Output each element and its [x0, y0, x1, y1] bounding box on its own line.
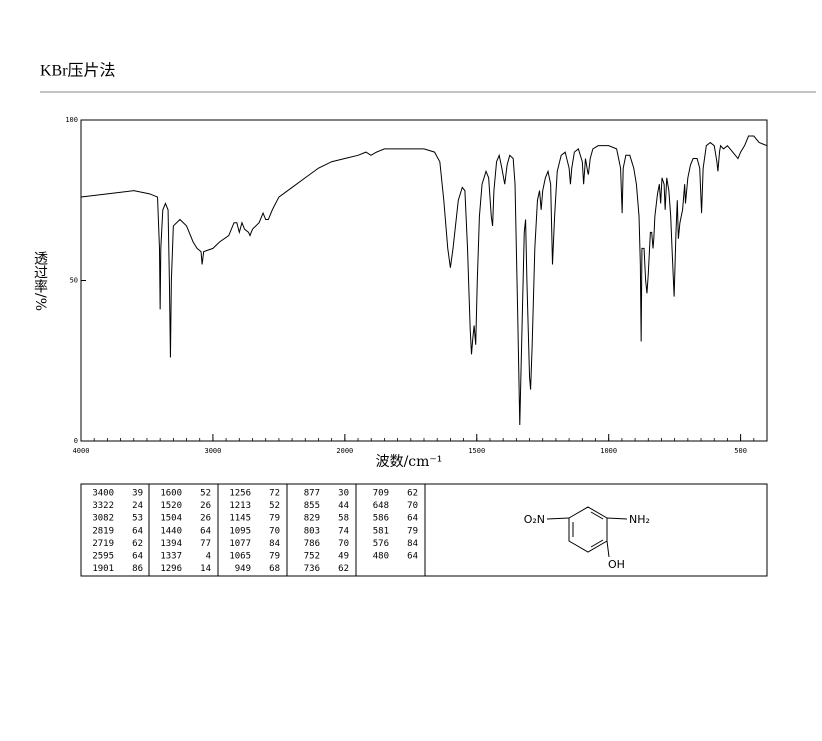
structure-label: NH₂ — [629, 513, 650, 526]
peak-wavenumber: 1095 — [229, 526, 251, 536]
peak-wavenumber: 1600 — [160, 489, 182, 499]
peak-wavenumber: 709 — [373, 489, 389, 499]
peak-wavenumber: 576 — [373, 539, 389, 549]
peak-transmittance: 68 — [269, 564, 280, 574]
peak-transmittance: 64 — [407, 514, 418, 524]
peak-table-frame — [80, 483, 768, 577]
peak-wavenumber: 3322 — [92, 501, 114, 511]
peak-wavenumber: 648 — [373, 501, 389, 511]
peak-wavenumber: 829 — [304, 514, 320, 524]
peak-transmittance: 70 — [407, 501, 418, 511]
peak-wavenumber: 586 — [373, 514, 389, 524]
bond — [606, 517, 628, 520]
peak-transmittance: 74 — [338, 526, 349, 536]
peak-wavenumber: 949 — [235, 564, 251, 574]
benzene-ring — [568, 506, 608, 553]
peak-wavenumber: 1065 — [229, 552, 251, 562]
peak-wavenumber: 3082 — [92, 514, 114, 524]
peak-transmittance: 86 — [132, 564, 143, 574]
peak-transmittance: 30 — [338, 489, 349, 499]
peak-wavenumber: 877 — [304, 489, 320, 499]
peak-wavenumber: 480 — [373, 552, 389, 562]
peak-transmittance: 64 — [132, 552, 143, 562]
structure-label: O₂N — [524, 513, 545, 526]
y-tick-label: 0 — [74, 437, 78, 445]
bond — [546, 517, 570, 520]
spectrum-line — [80, 135, 768, 425]
x-tick-label: 1000 — [600, 447, 617, 455]
peak-wavenumber: 803 — [304, 526, 320, 536]
bond — [606, 540, 610, 558]
y-tick-label: 50 — [70, 277, 78, 285]
peak-wavenumber: 855 — [304, 501, 320, 511]
x-tick-label: 4000 — [73, 447, 90, 455]
peak-transmittance: 24 — [132, 501, 143, 511]
y-tick-label: 100 — [65, 116, 78, 124]
peak-wavenumber: 752 — [304, 552, 320, 562]
peak-transmittance: 72 — [269, 489, 280, 499]
peak-wavenumber: 2595 — [92, 552, 114, 562]
peak-transmittance: 39 — [132, 489, 143, 499]
peak-transmittance: 64 — [407, 552, 418, 562]
peak-transmittance: 70 — [338, 539, 349, 549]
peak-transmittance: 79 — [269, 514, 280, 524]
peak-transmittance: 64 — [200, 526, 211, 536]
peak-wavenumber: 1256 — [229, 489, 251, 499]
x-tick-label: 2000 — [336, 447, 353, 455]
peak-transmittance: 79 — [269, 552, 280, 562]
peak-transmittance: 26 — [200, 514, 211, 524]
peak-transmittance: 84 — [407, 539, 418, 549]
y-axis-label: 透过率/% — [32, 251, 48, 311]
peak-transmittance: 26 — [200, 501, 211, 511]
peak-wavenumber: 1901 — [92, 564, 114, 574]
peak-wavenumber: 1440 — [160, 526, 182, 536]
peak-transmittance: 4 — [206, 552, 211, 562]
x-tick-label: 500 — [734, 447, 747, 455]
peak-wavenumber: 786 — [304, 539, 320, 549]
peak-transmittance: 58 — [338, 514, 349, 524]
x-tick-label: 3000 — [204, 447, 221, 455]
structure — [546, 506, 628, 558]
peak-wavenumber: 1504 — [160, 514, 182, 524]
page-title: KBr压片法 — [40, 62, 116, 80]
peak-wavenumber: 1337 — [160, 552, 182, 562]
peak-wavenumber: 1394 — [160, 539, 182, 549]
peak-transmittance: 53 — [132, 514, 143, 524]
peak-wavenumber: 1145 — [229, 514, 251, 524]
plot-frame — [80, 119, 768, 442]
double-bond — [590, 511, 604, 520]
peak-wavenumber: 1296 — [160, 564, 182, 574]
peak-transmittance: 49 — [338, 552, 349, 562]
peak-transmittance: 62 — [132, 539, 143, 549]
peak-wavenumber: 1077 — [229, 539, 251, 549]
peak-transmittance: 84 — [269, 539, 280, 549]
peak-transmittance: 79 — [407, 526, 418, 536]
peak-transmittance: 52 — [269, 501, 280, 511]
peak-transmittance: 70 — [269, 526, 280, 536]
peak-transmittance: 62 — [407, 489, 418, 499]
structure-label: OH — [608, 558, 625, 571]
peak-wavenumber: 1213 — [229, 501, 251, 511]
peak-transmittance: 64 — [132, 526, 143, 536]
peak-transmittance: 77 — [200, 539, 211, 549]
x-tick-label: 1500 — [468, 447, 485, 455]
peak-wavenumber: 581 — [373, 526, 389, 536]
peak-wavenumber: 2719 — [92, 539, 114, 549]
peak-wavenumber: 3400 — [92, 489, 114, 499]
peak-transmittance: 52 — [200, 489, 211, 499]
double-bond — [590, 539, 604, 548]
peak-wavenumber: 736 — [304, 564, 320, 574]
peak-wavenumber: 1520 — [160, 501, 182, 511]
peak-transmittance: 44 — [338, 501, 349, 511]
peak-transmittance: 14 — [200, 564, 211, 574]
peak-transmittance: 62 — [338, 564, 349, 574]
peak-wavenumber: 2819 — [92, 526, 114, 536]
x-axis-label: 波数/cm⁻¹ — [376, 454, 443, 470]
